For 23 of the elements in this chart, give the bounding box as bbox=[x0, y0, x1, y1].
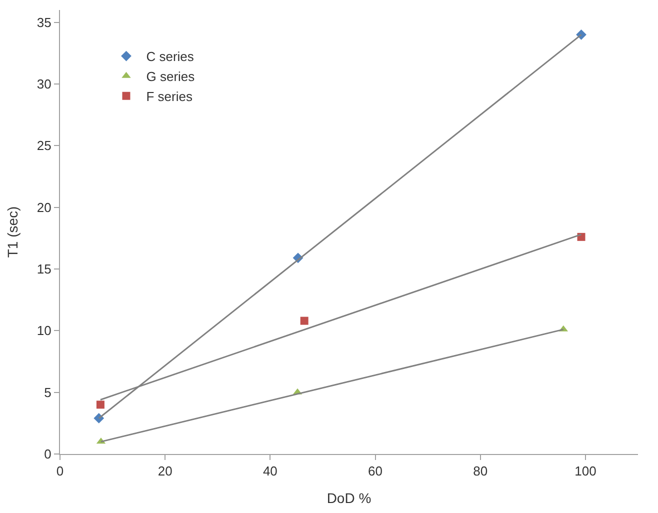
y-tick-label: 15 bbox=[36, 262, 52, 277]
y-tick-label: 30 bbox=[36, 76, 52, 92]
y-tick-label: 20 bbox=[36, 200, 52, 215]
y-tick-label: 5 bbox=[44, 384, 52, 400]
legend-label: G series bbox=[146, 69, 196, 84]
legend-label: F series bbox=[146, 88, 193, 104]
legend-label: C series bbox=[146, 49, 194, 64]
y-tick-label: 35 bbox=[36, 14, 52, 30]
x-tick-label: 80 bbox=[473, 464, 488, 479]
x-tick-label: 0 bbox=[56, 464, 64, 479]
y-axis-title: T1 (sec) bbox=[4, 206, 21, 258]
point bbox=[94, 413, 104, 424]
x-axis-title: DoD % bbox=[326, 490, 372, 506]
y-tick-label: 25 bbox=[36, 138, 52, 154]
x-tick-label: 60 bbox=[368, 464, 383, 479]
y-tick-label: 10 bbox=[36, 323, 52, 338]
x-tick-label: 100 bbox=[574, 464, 596, 479]
point bbox=[96, 400, 104, 409]
y-tick-label: 0 bbox=[44, 446, 52, 462]
point bbox=[577, 232, 586, 241]
point bbox=[300, 316, 308, 325]
x-tick-label: 20 bbox=[158, 464, 172, 479]
x-tick-label: 40 bbox=[262, 464, 278, 479]
